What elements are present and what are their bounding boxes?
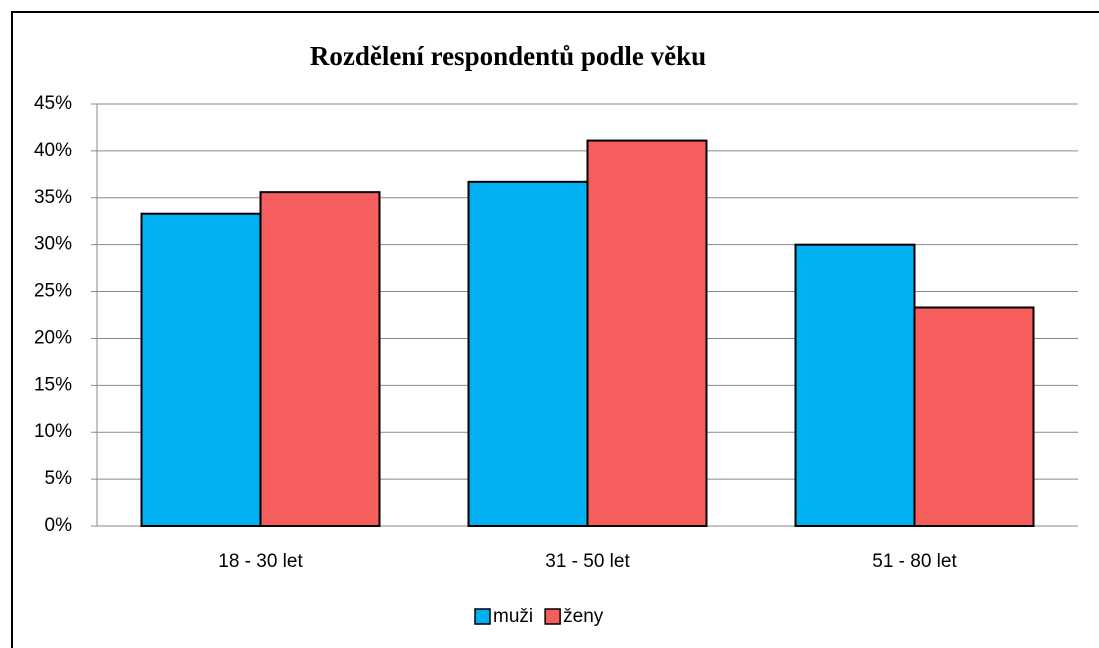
chart-title: Rozdělení respondentů podle věku (310, 41, 706, 71)
y-tick-label: 30% (34, 234, 72, 255)
y-tick-label: 5% (45, 468, 73, 489)
y-tick-label: 15% (34, 374, 72, 395)
legend-swatch (474, 608, 491, 625)
y-tick-label: 0% (45, 515, 73, 536)
y-tick-label: 35% (34, 187, 72, 208)
x-tick-label: 31 - 50 let (545, 551, 630, 572)
y-tick-label: 45% (34, 93, 72, 114)
bar (794, 243, 916, 528)
y-tick-label: 10% (34, 421, 72, 442)
y-tick-label: 25% (34, 281, 72, 302)
legend-label: ženy (563, 606, 604, 627)
legend-swatch (544, 608, 561, 625)
legend-label: muži (493, 606, 533, 627)
bar (140, 212, 262, 527)
bar (913, 306, 1035, 527)
y-tick-label: 40% (34, 140, 72, 161)
bar (259, 191, 381, 527)
x-tick-label: 18 - 30 let (218, 551, 303, 572)
y-tick-label: 20% (34, 327, 72, 348)
x-tick-label: 51 - 80 let (872, 551, 957, 572)
bar (586, 139, 708, 527)
bar (467, 180, 589, 528)
